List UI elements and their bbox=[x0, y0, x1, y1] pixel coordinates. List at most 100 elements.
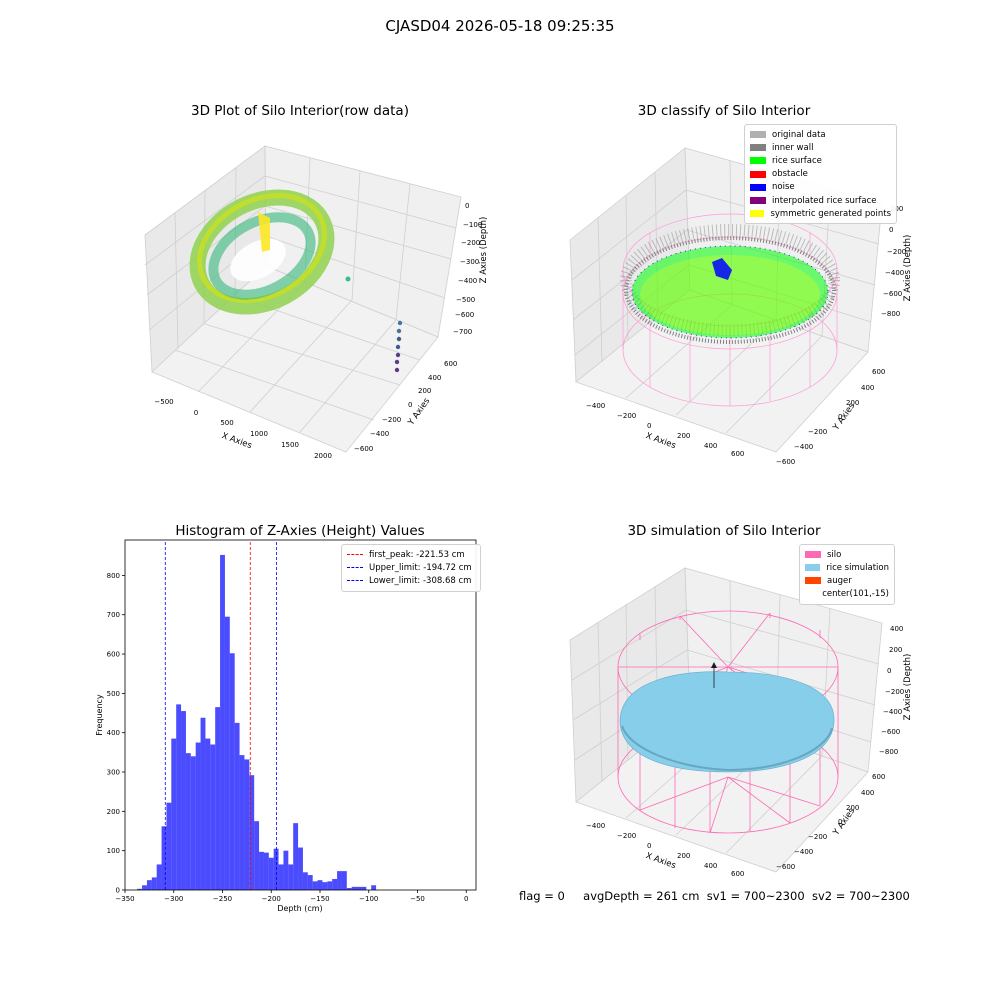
classify-zlabel: Z Axies (Depth) bbox=[903, 235, 913, 302]
classify-xtick: 0 bbox=[647, 422, 651, 430]
histogram-bar bbox=[234, 722, 240, 890]
histogram-bar bbox=[263, 852, 269, 890]
simulation-xlabel: X Axies bbox=[644, 851, 677, 871]
simulation-ytick: −600 bbox=[776, 863, 795, 871]
status-footer: flag = 0 avgDepth = 261 cm sv1 = 700~230… bbox=[519, 889, 910, 903]
histogram-bar bbox=[371, 885, 377, 890]
classify-ytick: 600 bbox=[872, 368, 885, 376]
legend-label: auger bbox=[827, 575, 852, 586]
simulation-ztick: −200 bbox=[885, 688, 904, 696]
histogram-bar bbox=[361, 886, 367, 890]
histogram-bar bbox=[200, 717, 206, 890]
histogram-bar bbox=[215, 707, 221, 890]
histogram-bar bbox=[317, 880, 323, 890]
histogram-bar bbox=[185, 753, 191, 890]
simulation-xtick: 600 bbox=[731, 870, 744, 878]
legend-item-inner-wall: inner wall bbox=[750, 141, 891, 154]
histogram-bar bbox=[293, 823, 299, 890]
classify-ztick: −400 bbox=[885, 269, 904, 277]
simulation-zlabel: Z Axies (Depth) bbox=[903, 654, 913, 721]
raw-xtick: 500 bbox=[220, 419, 233, 427]
simulation-xtick: −400 bbox=[586, 822, 605, 830]
legend-item-auger: auger bbox=[805, 574, 889, 587]
histogram-bar bbox=[137, 888, 143, 890]
simulation-ztick: 400 bbox=[890, 625, 903, 633]
raw-plot-title: 3D Plot of Silo Interior(row data) bbox=[191, 103, 409, 119]
legend-item-symmetric: symmetric generated points bbox=[750, 207, 891, 220]
histogram-bar bbox=[181, 711, 186, 890]
raw-xtick: 1500 bbox=[281, 441, 299, 449]
histogram-xtick-label: −50 bbox=[410, 895, 425, 903]
histogram-bar bbox=[166, 802, 172, 890]
histogram-bar bbox=[356, 886, 362, 890]
histogram-xtick-label: −150 bbox=[310, 895, 329, 903]
raw-zlabel: Z Axies (Depth) bbox=[479, 217, 489, 284]
legend-label: interpolated rice surface bbox=[772, 195, 877, 206]
legend-item-first-peak: first_peak: -221.53 cm bbox=[347, 548, 475, 561]
simulation-ytick: −400 bbox=[794, 848, 813, 856]
histogram-frame bbox=[124, 539, 477, 891]
classify-ytick: 0 bbox=[838, 413, 842, 421]
histogram-bar bbox=[322, 882, 328, 890]
histogram-ytick-label: 600 bbox=[107, 651, 120, 659]
legend-label: Lower_limit: -308.68 cm bbox=[369, 575, 472, 586]
legend-swatch bbox=[750, 131, 766, 139]
legend-line bbox=[347, 567, 363, 569]
classify-xtick: 400 bbox=[704, 442, 717, 450]
classify-noise bbox=[631, 245, 829, 339]
histogram-bar bbox=[142, 885, 147, 890]
histogram-legend: first_peak: -221.53 cm Upper_limit: -194… bbox=[341, 544, 481, 592]
histogram-chart: −350 −300 −250 −200 −150 −100 −50 0 0 100 200 300 4… bbox=[95, 539, 477, 913]
legend-label: Upper_limit: -194.72 cm bbox=[369, 562, 472, 573]
histogram-bar bbox=[224, 616, 230, 890]
histogram-xtick-label: 0 bbox=[464, 895, 468, 903]
classify-xtick: −200 bbox=[617, 412, 636, 420]
classify-xtick: −400 bbox=[586, 402, 605, 410]
figure-suptitle: CJASD04 2026-05-18 09:25:35 bbox=[385, 17, 615, 35]
histogram-bar bbox=[229, 653, 235, 890]
histogram-xtick-label: −250 bbox=[213, 895, 232, 903]
raw-ytick: −400 bbox=[370, 430, 389, 438]
raw-ytick: −200 bbox=[382, 416, 401, 424]
legend-swatch bbox=[750, 170, 766, 178]
histogram-bar bbox=[259, 851, 264, 890]
raw-ytick: 0 bbox=[408, 401, 412, 409]
simulation-plot-title: 3D simulation of Silo Interior bbox=[627, 523, 821, 539]
legend-item-upper-limit: Upper_limit: -194.72 cm bbox=[347, 561, 475, 574]
histogram-bar bbox=[268, 857, 274, 890]
raw-ztick: −400 bbox=[458, 277, 477, 285]
raw-xtick: −500 bbox=[154, 398, 173, 406]
histogram-ytick-label: 300 bbox=[107, 769, 120, 777]
histogram-xtick-label: −200 bbox=[262, 895, 281, 903]
simulation-rice-surface bbox=[619, 671, 835, 773]
raw-3d-plot: −500 0 500 1000 1500 2000 X Axies 600 40… bbox=[144, 145, 489, 460]
classify-ylabel: Y Axies bbox=[831, 401, 858, 433]
legend-label: symmetric generated points bbox=[770, 208, 891, 219]
classify-xlabel: X Axies bbox=[644, 431, 677, 451]
legend-label: original data bbox=[772, 129, 826, 140]
legend-item-silo: silo bbox=[805, 548, 889, 561]
histogram-bar bbox=[351, 886, 357, 890]
legend-item-interpolated: interpolated rice surface bbox=[750, 194, 891, 207]
legend-label: center(101,-15) bbox=[822, 589, 889, 600]
histogram-xtick-label: −300 bbox=[164, 895, 183, 903]
raw-xtick: 1000 bbox=[250, 430, 268, 438]
classify-ytick: 200 bbox=[846, 399, 859, 407]
histogram-bar bbox=[249, 775, 255, 890]
histogram-bar bbox=[302, 872, 308, 890]
histogram-bar bbox=[254, 821, 260, 890]
histogram-bar bbox=[337, 871, 342, 890]
histogram-ytick-label: 200 bbox=[107, 808, 120, 816]
classify-inner-wall bbox=[624, 236, 836, 344]
classify-ztick: −800 bbox=[881, 310, 900, 318]
histogram-ytick-label: 0 bbox=[116, 887, 120, 895]
histogram-bar bbox=[283, 850, 289, 890]
legend-label: noise bbox=[772, 182, 795, 193]
legend-item-lower-limit: Lower_limit: -308.68 cm bbox=[347, 574, 475, 587]
histogram-xtick-label: −100 bbox=[359, 895, 378, 903]
legend-line bbox=[347, 554, 363, 556]
legend-swatch bbox=[750, 183, 766, 191]
histogram-xtick-label: −350 bbox=[115, 895, 134, 903]
classify-ytick: −200 bbox=[808, 428, 827, 436]
raw-ytick: 200 bbox=[418, 387, 431, 395]
